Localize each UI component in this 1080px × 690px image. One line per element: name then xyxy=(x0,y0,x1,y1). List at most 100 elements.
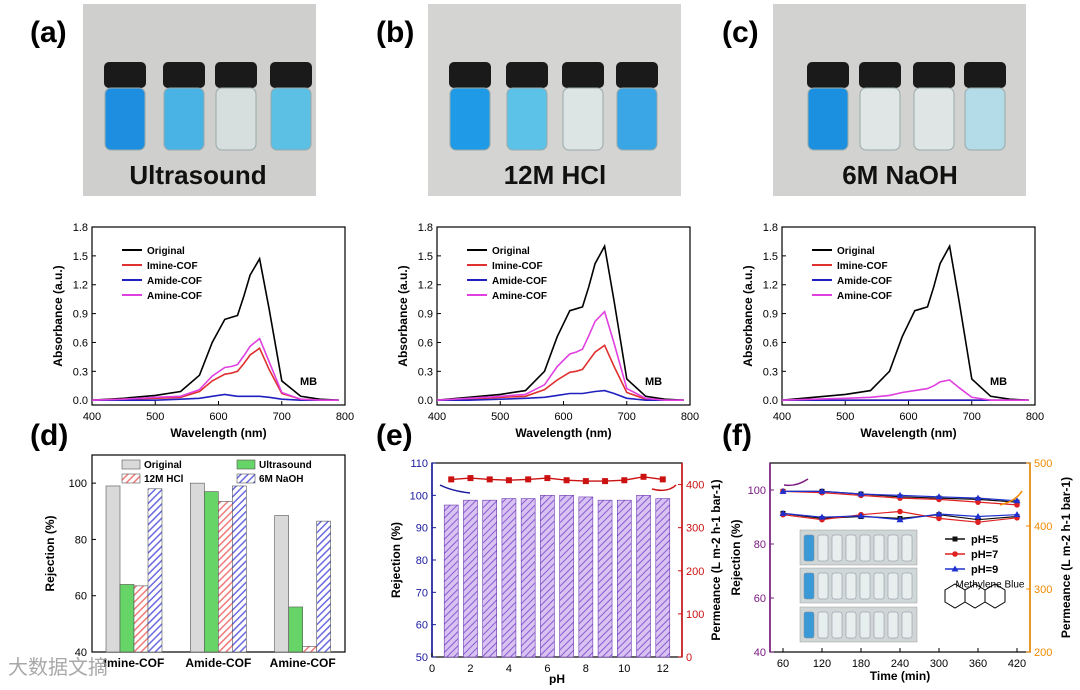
legend-swatch xyxy=(236,459,256,470)
y-tick-label: 0.3 xyxy=(763,366,778,378)
y2-tick-label: 300 xyxy=(686,523,704,535)
time-stability-chart: 60 120 180 240 300 360 420 40 60 80 100 200 300 400 50… xyxy=(729,458,1073,683)
bar xyxy=(520,498,536,658)
uvvis-chart-c: 400 500 600 700 800 0.0 0.3 0.6 0.9 1.2 1.5 1.8 Wave… xyxy=(741,222,1044,440)
photo-panel-b: 12M HCl xyxy=(428,4,681,196)
y2-tick-label: 200 xyxy=(1034,647,1052,659)
ph-bar-chart: 0 2 4 6 8 10 12 50 60 70 80 90 100 110 0 100 200 300 400 pH… xyxy=(389,458,723,686)
x-axis-label: Wavelength (nm) xyxy=(515,426,611,440)
inset-vial xyxy=(887,534,899,562)
vial-cap xyxy=(913,62,955,88)
legend-swatch xyxy=(236,473,256,484)
x-tick-label: Amide-COF xyxy=(185,656,251,670)
y-axis-label: Absorbance (a.u.) xyxy=(741,265,755,366)
vial-body xyxy=(964,87,1006,151)
vial-cap xyxy=(104,62,146,88)
legend-label: Amine-COF xyxy=(147,291,202,302)
bar xyxy=(501,498,517,658)
bar xyxy=(636,495,651,658)
x-tick-label: 240 xyxy=(891,658,909,670)
y-tick-label: 1.2 xyxy=(73,280,88,292)
inset-vial xyxy=(887,611,899,639)
legend-label: Amine-COF xyxy=(837,291,892,302)
x-axis-label: pH xyxy=(549,672,565,685)
axis-pointer-arrow xyxy=(651,484,677,492)
vial-cap xyxy=(449,62,491,88)
permeance-point xyxy=(582,478,589,485)
inset-vial xyxy=(887,572,899,600)
vial-body xyxy=(506,87,548,151)
vial-cap xyxy=(807,62,849,88)
y-tick-label: 0.6 xyxy=(763,337,778,349)
data-point xyxy=(974,494,982,501)
x-tick-label: 6 xyxy=(544,663,550,675)
inset-photo xyxy=(799,567,918,604)
legend-label: Original xyxy=(144,460,182,471)
y-axis-label: Rejection (%) xyxy=(389,522,403,598)
vial-cap xyxy=(562,62,604,88)
vial-body xyxy=(562,87,604,151)
bar xyxy=(559,495,574,658)
data-point xyxy=(936,515,942,522)
vial-cap xyxy=(859,62,901,88)
x-tick-label: 400 xyxy=(773,411,791,423)
vial-body xyxy=(270,87,312,151)
data-point xyxy=(975,519,981,526)
photo-caption: Ultrasound xyxy=(129,160,266,190)
y-tick-label: 100 xyxy=(410,490,428,502)
data-point xyxy=(935,510,943,517)
data-point xyxy=(818,487,826,494)
bar xyxy=(119,584,135,653)
legend-label: pH=5 xyxy=(971,534,998,546)
x-tick-label: 8 xyxy=(583,663,589,675)
y-tick-label: 0.0 xyxy=(763,395,778,407)
x-tick-label: 500 xyxy=(491,411,509,423)
legend-label: pH=7 xyxy=(971,549,998,561)
x-tick-label: 60 xyxy=(777,658,789,670)
bar xyxy=(443,504,459,658)
data-point xyxy=(951,565,959,572)
x-tick-label: 500 xyxy=(836,411,854,423)
inset-vial xyxy=(845,611,857,639)
data-point xyxy=(896,491,904,498)
panel-label-a: (a) xyxy=(30,16,67,49)
data-point xyxy=(857,512,865,519)
y-tick-label: 0.3 xyxy=(73,366,88,378)
x-tick-label: 300 xyxy=(930,658,948,670)
bar xyxy=(316,520,331,653)
data-point xyxy=(975,499,981,505)
inset-vial xyxy=(831,611,843,639)
x-tick-label: 12 xyxy=(657,663,669,675)
uvvis-chart-a: 400 500 600 700 800 0.0 0.3 0.6 0.9 1.2 1.5 1.8 Wave… xyxy=(51,222,354,440)
y-tick-label: 1.2 xyxy=(418,280,433,292)
bar xyxy=(482,499,497,658)
legend-swatch xyxy=(121,473,141,484)
vial-cap xyxy=(270,62,312,88)
y-tick-label: 0.0 xyxy=(418,395,433,407)
x-axis-label: Wavelength (nm) xyxy=(860,426,956,440)
vial-body xyxy=(859,87,901,151)
x-tick-label: 700 xyxy=(273,411,291,423)
axis-pointer-arrow xyxy=(999,490,1023,506)
vial-body xyxy=(807,87,849,151)
bar xyxy=(302,646,317,653)
bar xyxy=(232,485,247,653)
x-tick-label: 600 xyxy=(209,411,227,423)
vial-cap xyxy=(215,62,257,88)
inset-vial xyxy=(901,611,913,639)
legend-label: 6M NaOH xyxy=(259,474,303,485)
vial-row xyxy=(449,62,658,151)
y-tick-label: 40 xyxy=(75,647,87,659)
legend-label: Original xyxy=(147,246,185,257)
vial-cap xyxy=(506,62,548,88)
bar xyxy=(540,495,555,658)
permeance-line xyxy=(451,476,663,482)
series-line-amine-cof xyxy=(91,337,339,402)
permeance-point xyxy=(467,475,474,482)
bar xyxy=(578,496,594,658)
bar xyxy=(190,482,205,653)
series-line-amine-cof xyxy=(781,379,1029,402)
vial-row xyxy=(104,62,312,151)
inset-vial xyxy=(873,534,885,562)
data-point xyxy=(1014,502,1020,508)
